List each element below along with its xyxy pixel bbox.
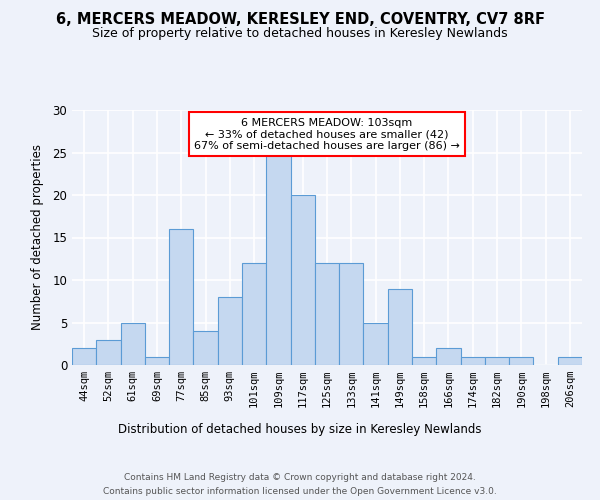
Bar <box>339 263 364 365</box>
Bar <box>461 356 485 365</box>
Bar <box>242 263 266 365</box>
Bar <box>266 152 290 365</box>
Text: Size of property relative to detached houses in Keresley Newlands: Size of property relative to detached ho… <box>92 28 508 40</box>
Bar <box>558 356 582 365</box>
Text: 6 MERCERS MEADOW: 103sqm
← 33% of detached houses are smaller (42)
67% of semi-d: 6 MERCERS MEADOW: 103sqm ← 33% of detach… <box>194 118 460 151</box>
Bar <box>72 348 96 365</box>
Bar <box>485 356 509 365</box>
Text: Contains public sector information licensed under the Open Government Licence v3: Contains public sector information licen… <box>103 488 497 496</box>
Bar <box>364 322 388 365</box>
Bar <box>290 195 315 365</box>
Bar <box>509 356 533 365</box>
Bar <box>96 340 121 365</box>
Y-axis label: Number of detached properties: Number of detached properties <box>31 144 44 330</box>
Text: Distribution of detached houses by size in Keresley Newlands: Distribution of detached houses by size … <box>118 422 482 436</box>
Bar <box>193 331 218 365</box>
Bar <box>388 288 412 365</box>
Bar <box>436 348 461 365</box>
Bar <box>412 356 436 365</box>
Bar <box>169 229 193 365</box>
Bar <box>145 356 169 365</box>
Bar <box>218 297 242 365</box>
Bar <box>121 322 145 365</box>
Text: 6, MERCERS MEADOW, KERESLEY END, COVENTRY, CV7 8RF: 6, MERCERS MEADOW, KERESLEY END, COVENTR… <box>56 12 545 28</box>
Bar <box>315 263 339 365</box>
Text: Contains HM Land Registry data © Crown copyright and database right 2024.: Contains HM Land Registry data © Crown c… <box>124 472 476 482</box>
